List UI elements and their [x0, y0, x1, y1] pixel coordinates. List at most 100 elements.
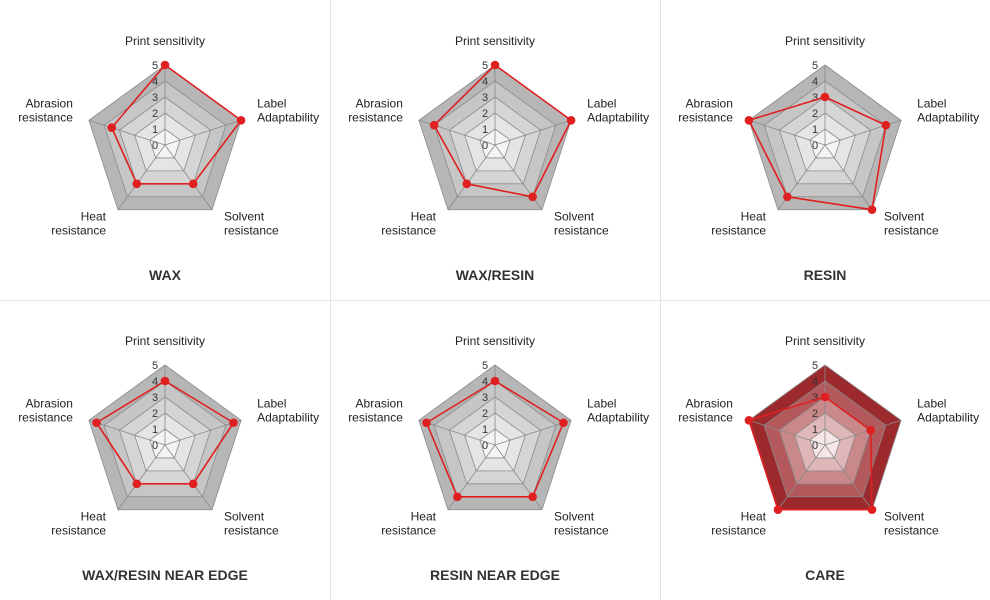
- radar-data-point: [773, 505, 783, 515]
- radar-series-line: [425, 380, 565, 498]
- radar-data-point: [881, 120, 891, 130]
- radar-data-point: [867, 505, 877, 515]
- radar-tick-label: 1: [152, 424, 158, 436]
- radar-spoke: [164, 119, 242, 146]
- radar-data-point: [92, 418, 101, 428]
- radar-tick-label: 3: [152, 392, 158, 404]
- radar-data-point: [229, 418, 238, 428]
- radar-chart-title: WAX: [149, 267, 182, 283]
- radar-spoke: [117, 444, 166, 510]
- row-divider: [0, 300, 990, 301]
- radar-chart-title: CARE: [805, 567, 845, 583]
- radar-chart-wax-resin-near-edge: 0 1 2 3 4 5 Print sensitivity Label Adaptability…: [0, 300, 330, 600]
- radar-chart-svg: 0 1 2 3 4 5 Print sensitivity Label Adaptability…: [18, 34, 319, 283]
- radar-axis-label-abrasion-resistance: Abrasion resistance: [18, 396, 73, 424]
- radar-axis-label-label-adaptability: Label Adaptability: [587, 96, 649, 124]
- radar-tick-label: 0: [152, 440, 158, 452]
- radar-axis-label-heat-resistance: Heat resistance: [381, 210, 436, 238]
- radar-axis-label-abrasion-resistance: Abrasion resistance: [348, 396, 403, 424]
- radar-series-line: [748, 396, 873, 511]
- radar-data-point: [188, 479, 198, 489]
- radar-axis-label-heat-resistance: Heat resistance: [381, 510, 436, 538]
- radar-chart-resin: 0 1 2 3 4 5 Print sensitivity Label Adaptability…: [660, 0, 990, 300]
- radar-tick-label: 2: [152, 108, 158, 120]
- radar-chart-svg: 0 1 2 3 4 5 Print sensitivity Label Adaptability…: [348, 334, 649, 583]
- radar-tick-label: 4: [482, 376, 488, 388]
- radar-data-point: [160, 60, 170, 70]
- radar-tick-label: 2: [812, 408, 818, 420]
- radar-spoke: [164, 444, 213, 510]
- radar-tick-label: 1: [812, 424, 818, 436]
- radar-data-point: [820, 92, 830, 102]
- radar-tick-label: 5: [482, 60, 488, 72]
- radar-chart-wax-resin: 0 1 2 3 4 5 Print sensitivity Label Adaptability…: [330, 0, 660, 300]
- radar-tick-label: 0: [812, 440, 818, 452]
- radar-data-point: [132, 179, 142, 189]
- radar-spoke: [777, 444, 826, 510]
- radar-tick-label: 1: [482, 424, 488, 436]
- radar-data-point: [422, 418, 431, 428]
- radar-axis-label-label-adaptability: Label Adaptability: [917, 396, 979, 424]
- radar-chart-svg: 0 1 2 3 4 5 Print sensitivity Label Adaptability…: [678, 334, 979, 583]
- radar-axis-label-solvent-resistance: Solvent resistance: [224, 210, 279, 238]
- radar-axis-label-print-sensitivity: Print sensitivity: [455, 34, 535, 48]
- radar-tick-label: 5: [482, 360, 488, 372]
- radar-axis-label-heat-resistance: Heat resistance: [711, 210, 766, 238]
- radar-spoke: [164, 144, 213, 210]
- radar-axis-label-print-sensitivity: Print sensitivity: [455, 334, 535, 348]
- radar-tick-label: 4: [482, 76, 488, 88]
- radar-tick-label: 1: [812, 124, 818, 136]
- radar-tick-label: 3: [482, 392, 488, 404]
- radar-axis-label-heat-resistance: Heat resistance: [711, 510, 766, 538]
- radar-chart-title: RESIN: [804, 267, 847, 283]
- radar-axis-label-print-sensitivity: Print sensitivity: [125, 334, 205, 348]
- radar-spoke: [824, 144, 873, 210]
- radar-axis-label-heat-resistance: Heat resistance: [51, 510, 106, 538]
- radar-data-point: [867, 205, 877, 215]
- radar-chart-care: 0 1 2 3 4 5 Print sensitivity Label Adaptability…: [660, 300, 990, 600]
- radar-series-line: [95, 380, 235, 485]
- radar-data-point: [236, 115, 246, 125]
- radar-spoke: [418, 419, 496, 446]
- radar-series-line: [748, 96, 887, 211]
- radar-chart-svg: 0 1 2 3 4 5 Print sensitivity Label Adaptability…: [18, 334, 319, 583]
- radar-spoke: [88, 419, 166, 446]
- radar-axis-label-abrasion-resistance: Abrasion resistance: [348, 96, 403, 124]
- radar-tick-label: 5: [152, 60, 158, 72]
- radar-tick-label: 3: [812, 92, 818, 104]
- radar-axis-label-print-sensitivity: Print sensitivity: [125, 34, 205, 48]
- radar-chart-resin-near-edge: 0 1 2 3 4 5 Print sensitivity Label Adaptability…: [330, 300, 660, 600]
- radar-data-point: [490, 60, 500, 70]
- radar-data-point: [744, 115, 754, 125]
- radar-data-point: [528, 192, 537, 202]
- radar-data-point: [453, 492, 462, 502]
- radar-data-point: [132, 479, 142, 489]
- radar-spoke: [494, 119, 572, 146]
- radar-axis-label-print-sensitivity: Print sensitivity: [785, 334, 865, 348]
- radar-data-point: [528, 492, 537, 502]
- radar-tick-label: 3: [482, 92, 488, 104]
- radar-tick-label: 0: [152, 140, 158, 152]
- radar-tick-label: 4: [812, 76, 818, 88]
- radar-data-point: [490, 376, 500, 386]
- radar-tick-label: 5: [812, 360, 818, 372]
- radar-tick-label: 0: [482, 140, 488, 152]
- radar-spoke: [164, 419, 242, 446]
- radar-data-point: [866, 425, 875, 435]
- radar-axis-label-abrasion-resistance: Abrasion resistance: [678, 396, 733, 424]
- radar-chart-title: RESIN NEAR EDGE: [430, 567, 560, 583]
- radar-chart-svg: 0 1 2 3 4 5 Print sensitivity Label Adaptability…: [678, 34, 979, 283]
- radar-data-point: [160, 376, 170, 386]
- radar-axis-label-solvent-resistance: Solvent resistance: [224, 510, 279, 538]
- radar-axis-label-label-adaptability: Label Adaptability: [917, 96, 979, 124]
- radar-axis-label-print-sensitivity: Print sensitivity: [785, 34, 865, 48]
- radar-spoke: [748, 119, 826, 146]
- radar-spoke: [824, 444, 873, 510]
- radar-axis-label-label-adaptability: Label Adaptability: [257, 396, 319, 424]
- radar-tick-label: 2: [152, 408, 158, 420]
- radar-axis-label-label-adaptability: Label Adaptability: [587, 396, 649, 424]
- radar-data-point: [820, 392, 830, 402]
- radar-axis-label-heat-resistance: Heat resistance: [51, 210, 106, 238]
- radar-chart-title: WAX/RESIN NEAR EDGE: [82, 567, 248, 583]
